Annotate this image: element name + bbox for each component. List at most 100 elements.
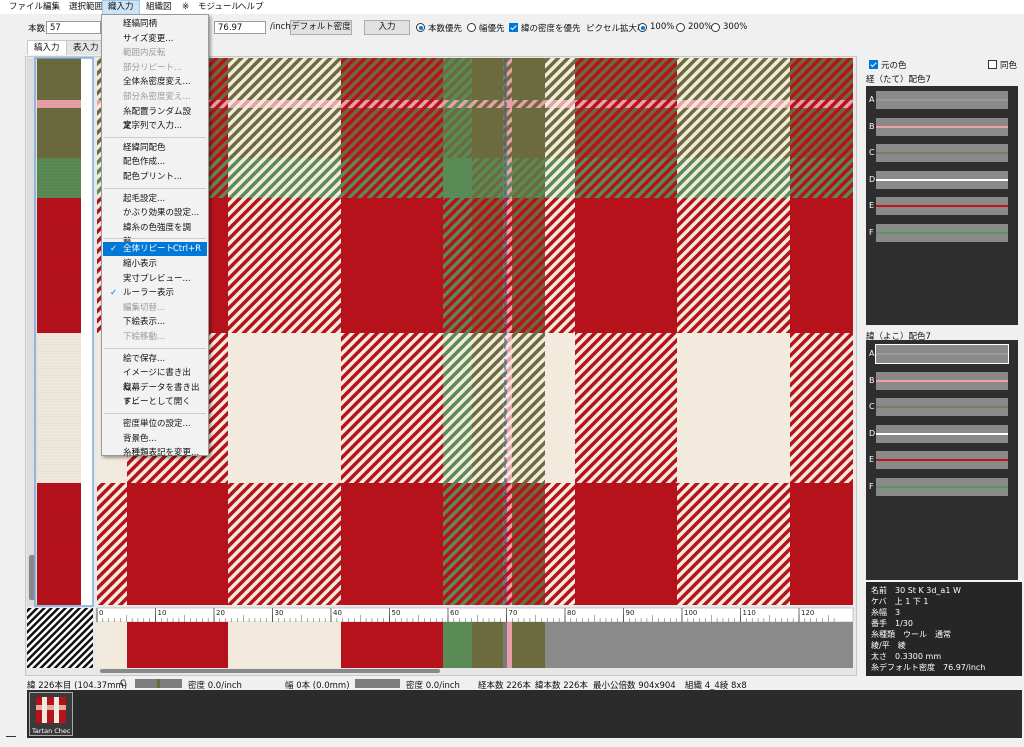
menu-item-label[interactable]: サイズ変更... [123, 33, 174, 44]
weft-strip-band [37, 483, 81, 605]
thumbnail[interactable]: Tartan Chec [29, 692, 73, 736]
menu-item[interactable]: 縮小表示 [103, 257, 207, 271]
menu-item-label[interactable]: ドビーとして開く [123, 397, 191, 408]
yarn-color [876, 432, 1008, 435]
menu-item[interactable]: 起毛設定... [103, 192, 207, 206]
palette-label: E [869, 455, 875, 464]
menu-item[interactable]: 緯糸の色強度を調整... [103, 221, 207, 247]
menu-item-label[interactable]: 全体糸密度変え... [123, 77, 191, 88]
menu-item[interactable]: 密度単位の設定... [103, 417, 207, 431]
palette-yarn[interactable] [876, 144, 1008, 162]
menu-item-label[interactable]: 全体リピート [123, 244, 175, 255]
menu-item[interactable]: ※ [182, 2, 190, 12]
count-input[interactable]: 57 [46, 21, 101, 34]
weft-band [97, 198, 853, 333]
menu-item-label[interactable]: ルーラー表示 [123, 288, 175, 299]
menu-item-label[interactable]: 下絵表示... [123, 317, 166, 328]
menu-shortcut: Ctrl+R [172, 244, 201, 255]
menu-item[interactable]: 下絵表示... [103, 315, 207, 329]
menu-item-label[interactable]: 縮小表示 [123, 259, 158, 269]
ruler-label: 30 [275, 609, 284, 617]
menu-item-label[interactable]: 絵で保存... [123, 353, 166, 364]
palette-yarn[interactable] [876, 197, 1008, 215]
palette-yarn[interactable] [876, 223, 1008, 242]
info-line: 名前 30 St K 3d_a1 W [871, 586, 961, 595]
menu-item-label[interactable]: 経緯同配色 [123, 142, 166, 153]
palette-yarn[interactable] [876, 371, 1008, 390]
palette-yarn[interactable] [876, 170, 1008, 189]
menu-item[interactable]: かぶり効果の設定... [103, 206, 207, 220]
menu-item[interactable]: ヘルプ [238, 2, 264, 12]
scrollbar[interactable] [27, 58, 37, 606]
radio-button[interactable] [676, 23, 685, 32]
h-scroll-thumb[interactable] [100, 669, 440, 673]
radio-button[interactable] [638, 23, 647, 32]
menu-item[interactable]: サイズ変更... [103, 32, 207, 46]
menu-item-label[interactable]: 背景色... [123, 433, 157, 444]
menu-item[interactable]: 組織図 [146, 2, 172, 12]
menu-item[interactable]: 配色プリント... [103, 170, 207, 184]
menu-item-label[interactable]: 文字列で入力... [123, 121, 183, 132]
menu-item-label[interactable]: 織幕データを書き出す... [123, 382, 200, 407]
yarn-color [876, 485, 1008, 488]
h-scrollbar[interactable] [97, 668, 853, 674]
radio-label: 幅優先 [479, 24, 505, 34]
menu-item-label[interactable]: 経縞同柄 [123, 19, 158, 29]
menu-item[interactable]: 絵で保存... [103, 352, 207, 366]
checkbox[interactable] [869, 60, 878, 69]
menu-item-label[interactable]: イメージに書き出し... [123, 368, 191, 393]
palette-label: C [869, 402, 875, 411]
menu-item-label[interactable]: 糸種類表記を変更... [123, 448, 200, 459]
menu-item[interactable]: 経緯同配色 [103, 141, 207, 155]
yarn-color [876, 125, 1008, 128]
menu-item[interactable]: ✓ ルーラー表示 [103, 286, 207, 300]
yarn-color [876, 152, 1008, 154]
palette-yarn[interactable] [876, 117, 1008, 136]
menu-item[interactable]: 全体糸密度変え... [103, 75, 207, 89]
menu-item[interactable]: 文字列で入力... [103, 119, 207, 133]
density-input[interactable]: 76.97 [214, 21, 266, 34]
palette-yarn[interactable] [875, 344, 1009, 364]
menu-item-label[interactable]: 実寸プレビュー... [123, 273, 191, 284]
menu-item[interactable]: イメージに書き出し... [103, 366, 207, 392]
menu-item[interactable]: ファイル [9, 2, 44, 12]
menu-item-label[interactable]: 配色作成... [123, 157, 166, 168]
warp-strip-band [503, 622, 507, 668]
palette-yarn[interactable] [876, 451, 1008, 469]
menu-item-label[interactable]: 起毛設定... [123, 193, 166, 204]
menu-item[interactable]: 編集 [43, 2, 61, 12]
menu-item[interactable]: 選択範囲 [69, 2, 104, 12]
radio-button[interactable] [416, 23, 425, 32]
menu-item[interactable]: 背景色... [103, 432, 207, 446]
input-button[interactable]: 入力 [364, 20, 410, 35]
menu-item[interactable]: ✓ 全体リピート Ctrl+R [103, 242, 207, 257]
info-line: 糸種類 ウール 通常 [871, 630, 951, 639]
menu-item-label[interactable]: 密度単位の設定... [123, 419, 191, 429]
palette-yarn[interactable] [876, 398, 1008, 416]
palette-yarn[interactable] [876, 91, 1008, 109]
radio-button[interactable] [467, 23, 476, 32]
menu-item-label[interactable]: 緯糸の色強度を調整... [123, 222, 192, 247]
menu-item[interactable]: モジュール [198, 2, 240, 12]
menu-item-label[interactable]: 糸配置ランダム設定... [123, 106, 192, 131]
menu-item[interactable]: 糸種類表記を変更... [103, 446, 207, 460]
menu-item[interactable]: ドビーとして開く [103, 395, 207, 409]
menu-item[interactable]: 実寸プレビュー... [103, 272, 207, 286]
check-mark: ✓ [110, 244, 118, 255]
menu-item[interactable]: 糸配置ランダム設定... [103, 105, 207, 131]
menu-item[interactable]: 経縞同柄 [103, 17, 207, 31]
menu-item-label[interactable]: かぶり効果の設定... [123, 208, 200, 219]
menu-item[interactable]: 配色作成... [103, 155, 207, 169]
info-line: 番手 1/30 [871, 619, 913, 628]
default-density-button[interactable]: デフォルト密度 [290, 20, 352, 35]
menu-item[interactable]: 織幕データを書き出す... [103, 381, 207, 407]
status-item: 緯本数 226本 [535, 681, 588, 691]
palette-yarn[interactable] [876, 424, 1008, 443]
color-swatch-mark [157, 679, 160, 688]
palette-yarn[interactable] [876, 477, 1008, 496]
checkbox[interactable] [509, 23, 518, 32]
scroll-thumb[interactable] [29, 555, 35, 600]
radio-button[interactable] [711, 23, 720, 32]
menu-item-label[interactable]: 配色プリント... [123, 172, 183, 182]
checkbox[interactable] [988, 60, 997, 69]
